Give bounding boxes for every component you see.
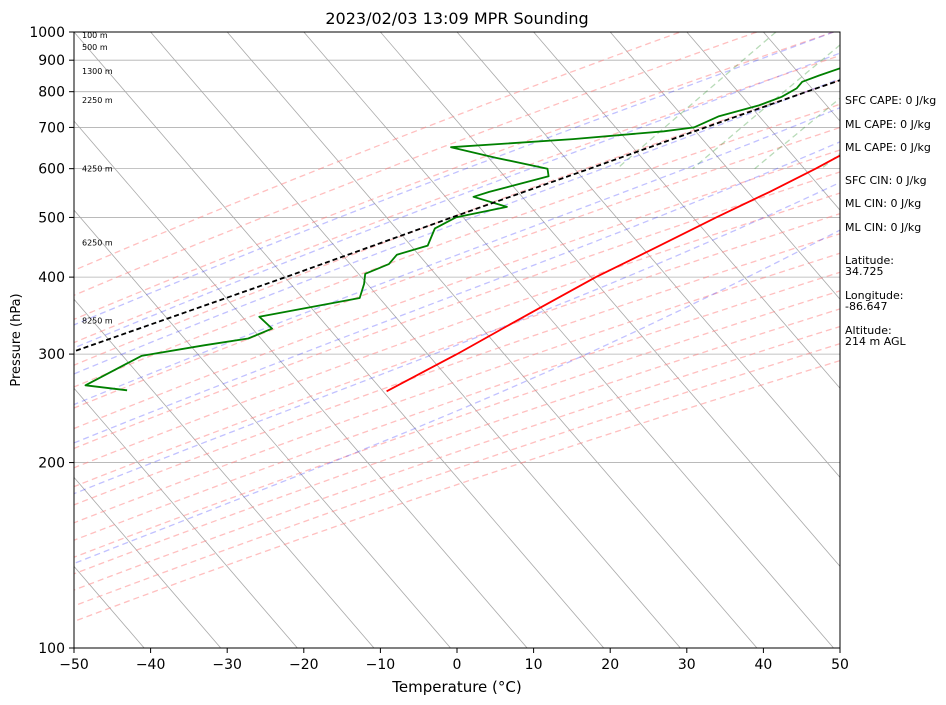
ml-cape-text: ML CAPE: 0 J/kg bbox=[845, 118, 931, 131]
dry-adiabat-0 bbox=[74, 79, 840, 366]
longitude-value: -86.647 bbox=[845, 300, 888, 313]
moist-adiabat-28 bbox=[74, 229, 840, 565]
y-tick-label: 900 bbox=[38, 53, 65, 69]
ml-cin-text: ML CIN: 0 J/kg bbox=[845, 197, 922, 210]
isotherm--40 bbox=[150, 32, 681, 648]
profile-lines bbox=[74, 67, 840, 393]
dry-adiabat-130 bbox=[74, 343, 840, 607]
isotherm-0 bbox=[456, 32, 840, 478]
y-tick-label: 300 bbox=[38, 347, 65, 363]
dry-adiabat-20 bbox=[74, 126, 840, 409]
dry-adiabat-10 bbox=[74, 103, 840, 388]
x-tick-label: 10 bbox=[525, 657, 543, 673]
moist-adiabat--20 bbox=[74, 32, 834, 326]
x-tick-label: −30 bbox=[212, 657, 242, 673]
dry-adiabat-40 bbox=[74, 171, 840, 450]
height-label: 100 m bbox=[82, 31, 108, 40]
longitude-label: Longitude: bbox=[845, 289, 904, 302]
y-tick-label: 100 bbox=[38, 641, 65, 657]
isotherm-20 bbox=[609, 32, 840, 300]
moist-adiabat--4 bbox=[74, 77, 840, 375]
mixing-ratio-line-0.4 bbox=[616, 32, 777, 170]
height-label: 500 m bbox=[82, 43, 108, 52]
sfc-cin-text: SFC CIN: 0 J/kg bbox=[845, 174, 927, 187]
y-tick-label: 500 bbox=[38, 210, 65, 226]
isotherm--20 bbox=[303, 32, 834, 648]
dry-adiabat-50 bbox=[74, 192, 840, 469]
moist-adiabat-20 bbox=[74, 181, 840, 495]
isotherm--100 bbox=[74, 476, 222, 648]
dry-adiabat-60 bbox=[74, 212, 840, 488]
y-tick-label: 1000 bbox=[29, 25, 65, 41]
isotherm--10 bbox=[380, 32, 840, 568]
latitude-value: 34.725 bbox=[845, 265, 884, 278]
y-tick-label: 800 bbox=[38, 85, 65, 101]
x-tick-label: −40 bbox=[136, 657, 166, 673]
reference-lines bbox=[74, 32, 840, 648]
x-tick-label: 40 bbox=[754, 657, 772, 673]
height-label: 4250 m bbox=[82, 165, 113, 174]
latitude-label: Latitude: bbox=[845, 254, 894, 267]
moist-adiabat-4 bbox=[74, 106, 840, 406]
x-axis-ticks: −50 −40 −30 −20 −10 0 10 20 30 40 50 bbox=[59, 648, 849, 673]
height-label: 6250 m bbox=[82, 239, 113, 248]
chart-title: 2023/02/03 13:09 MPR Sounding bbox=[325, 9, 588, 28]
y-tick-label: 200 bbox=[38, 456, 65, 472]
x-tick-label: 50 bbox=[831, 657, 849, 673]
height-labels: 100 m 500 m 1300 m 2250 m 4250 m 6250 m 8250 m bbox=[82, 31, 113, 325]
dry-adiabat-90 bbox=[74, 271, 840, 541]
isotherm--30 bbox=[226, 32, 758, 648]
dry-adiabat--30 bbox=[74, 32, 759, 297]
altitude-value: 214 m AGL bbox=[845, 335, 906, 348]
dewpoint-line bbox=[84, 67, 840, 392]
dry-adiabat--40 bbox=[74, 32, 683, 272]
isotherm--70 bbox=[74, 209, 451, 648]
height-label: 8250 m bbox=[82, 317, 113, 326]
isotherm--60 bbox=[74, 120, 528, 648]
x-tick-label: 30 bbox=[678, 657, 696, 673]
x-tick-label: 20 bbox=[601, 657, 619, 673]
dry-adiabat-80 bbox=[74, 252, 840, 524]
isotherm--50 bbox=[74, 32, 605, 648]
mixing-ratio-line-1 bbox=[692, 44, 840, 170]
moist-adiabat-12 bbox=[74, 141, 840, 444]
x-tick-label: −10 bbox=[366, 657, 396, 673]
altitude-label: Altitude: bbox=[845, 324, 892, 337]
moist-adiabat--12 bbox=[74, 52, 840, 349]
dry-adiabat-110 bbox=[74, 308, 840, 575]
y-tick-label: 400 bbox=[38, 270, 65, 286]
ml-cin-text-2: ML CIN: 0 J/kg bbox=[845, 221, 922, 234]
y-tick-label: 600 bbox=[38, 162, 65, 178]
mixing-ratio-line-2 bbox=[754, 97, 840, 170]
height-label: 2250 m bbox=[82, 96, 113, 105]
isotherm-30 bbox=[686, 32, 840, 211]
y-axis-ticks: 100 200 300 400 500 600 700 800 900 1000 bbox=[29, 25, 74, 657]
height-label: 1300 m bbox=[82, 67, 113, 76]
dry-adiabat--20 bbox=[74, 32, 836, 321]
parcel-line bbox=[74, 79, 840, 353]
sfc-cape-text: SFC CAPE: 0 J/kg bbox=[845, 94, 937, 107]
temperature-line bbox=[386, 154, 840, 393]
ml-cape-text-2: ML CAPE: 0 J/kg bbox=[845, 141, 931, 154]
y-tick-label: 700 bbox=[38, 120, 65, 136]
dry-adiabat-100 bbox=[74, 290, 840, 558]
x-tick-label: −20 bbox=[289, 657, 319, 673]
x-tick-label: −50 bbox=[59, 657, 89, 673]
dry-adiabat-140 bbox=[74, 359, 840, 623]
dry-adiabat--10 bbox=[74, 54, 840, 344]
dry-adiabat-70 bbox=[74, 233, 840, 506]
x-tick-label: 0 bbox=[453, 657, 462, 673]
y-axis-label: Pressure (hPa) bbox=[9, 293, 24, 386]
x-axis-label: Temperature (°C) bbox=[391, 678, 521, 696]
dry-adiabat-30 bbox=[74, 149, 840, 430]
dry-adiabat-120 bbox=[74, 325, 840, 591]
isotherm--90 bbox=[74, 387, 298, 648]
